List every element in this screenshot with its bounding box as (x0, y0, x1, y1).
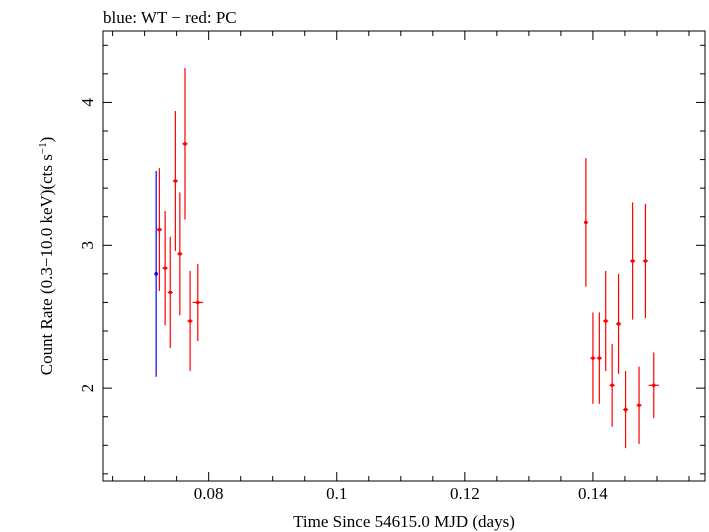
data-point (583, 158, 588, 287)
point-marker (157, 227, 162, 232)
point-marker (610, 383, 614, 388)
data-point (192, 263, 203, 341)
point-marker (178, 252, 182, 256)
plot-frame (102, 30, 706, 482)
x-tick-label: 0.12 (450, 484, 480, 503)
data-point (177, 192, 183, 316)
point-marker (188, 319, 192, 323)
data-point (172, 111, 178, 251)
data-point (187, 271, 193, 371)
point-marker (591, 356, 595, 360)
data-point (156, 168, 162, 291)
data-point (154, 171, 158, 377)
point-marker (616, 322, 621, 326)
point-marker (637, 403, 641, 408)
point-marker (651, 383, 656, 388)
axes: 0.08 0.1 0.12 0.14 2 3 4 (78, 31, 705, 503)
data-point (623, 371, 629, 449)
x-axis-label: Time Since 54615.0 MJD (days) (293, 512, 515, 531)
data-point (603, 271, 609, 371)
x-tick-label: 0.1 (326, 484, 347, 503)
data-point (590, 312, 596, 404)
data-point (596, 312, 602, 404)
point-marker (597, 356, 602, 360)
data-point (642, 203, 649, 319)
y-axis-label-sup: −1 (37, 142, 49, 154)
data-point (182, 68, 188, 220)
y-axis-label-close: ) (37, 137, 56, 143)
point-marker (584, 220, 588, 225)
chart-title: blue: WT − red: PC (103, 8, 237, 27)
point-marker (154, 272, 158, 276)
point-marker (163, 266, 167, 270)
y-axis-label: Count Rate (0.3−10.0 keV)(cts s−1) (37, 137, 56, 376)
data-point (648, 352, 659, 419)
y-tick-label: 4 (78, 98, 97, 107)
point-marker (630, 259, 635, 263)
x-tick-label: 0.14 (578, 484, 608, 503)
data-point (636, 366, 642, 444)
point-marker (173, 179, 178, 183)
point-marker (603, 319, 608, 323)
x-tick-label: 0.08 (194, 484, 224, 503)
point-marker (623, 407, 628, 412)
point-marker (195, 300, 200, 305)
data-point (167, 236, 173, 349)
point-marker (183, 142, 187, 146)
point-marker (643, 259, 648, 263)
y-axis-label-main: Count Rate (0.3−10.0 keV)(cts s (37, 154, 56, 375)
data-point (630, 202, 636, 320)
data-points (154, 68, 659, 449)
data-point (609, 343, 615, 427)
data-point (162, 211, 168, 326)
y-tick-label: 3 (78, 241, 97, 250)
data-point (615, 273, 622, 374)
point-marker (168, 290, 173, 295)
y-tick-label: 2 (78, 384, 97, 393)
